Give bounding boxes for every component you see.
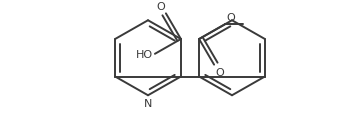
Text: O: O xyxy=(215,67,224,77)
Text: O: O xyxy=(226,13,235,23)
Text: N: N xyxy=(144,98,152,108)
Text: HO: HO xyxy=(136,49,153,59)
Text: O: O xyxy=(156,2,165,12)
